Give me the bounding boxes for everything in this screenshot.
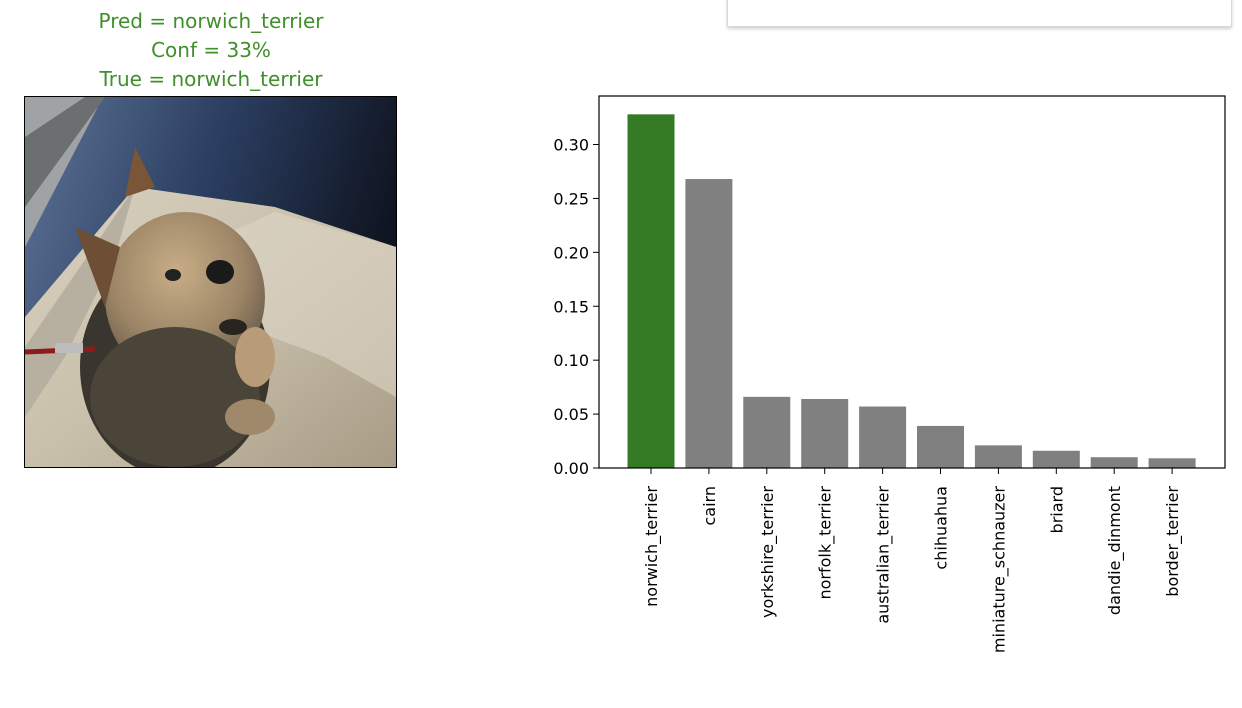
x-tick-label-norfolk_terrier: norfolk_terrier xyxy=(816,486,836,600)
x-tick-label-briard: briard xyxy=(1047,486,1066,533)
bars-layer xyxy=(627,114,1196,468)
bar-yorkshire_terrier xyxy=(743,396,791,468)
bar-briard xyxy=(1032,450,1080,468)
plot-frame xyxy=(598,95,1226,469)
y-tick-label: 0.30 xyxy=(553,136,589,155)
x-tick-label-yorkshire_terrier: yorkshire_terrier xyxy=(758,486,778,618)
y-axis: 0.00 0.05 0.10 0.15 0.20 0.25 0.30 xyxy=(553,136,599,478)
x-axis: norwich_terrier cairn yorkshire_terrier nor… xyxy=(642,468,1183,653)
x-tick-label-chihuahua: chihuahua xyxy=(932,486,951,570)
output-panel-edge xyxy=(727,0,1232,27)
dog-photo xyxy=(24,96,397,468)
y-tick-label: 0.00 xyxy=(553,459,589,478)
prediction-title: Pred = norwich_terrier Conf = 33% True =… xyxy=(0,7,422,94)
y-tick-label: 0.05 xyxy=(553,405,589,424)
dog-photo-illustration xyxy=(25,97,396,467)
bar-australian_terrier xyxy=(859,406,907,468)
y-tick-label: 0.25 xyxy=(553,189,589,208)
y-tick-label: 0.20 xyxy=(553,243,589,262)
true-line: True = norwich_terrier xyxy=(99,67,323,91)
x-tick-label-border_terrier: border_terrier xyxy=(1163,486,1183,597)
x-tick-label-cairn: cairn xyxy=(700,486,719,525)
x-tick-label-dandie_dinmont: dandie_dinmont xyxy=(1105,486,1125,615)
x-tick-label-norwich_terrier: norwich_terrier xyxy=(642,486,662,607)
bar-norwich_terrier xyxy=(627,114,675,468)
bar-norfolk_terrier xyxy=(801,398,849,468)
y-tick-label: 0.15 xyxy=(553,297,589,316)
bar-chihuahua xyxy=(917,425,964,468)
pred-line: Pred = norwich_terrier xyxy=(98,9,324,33)
confidence-line: Conf = 33% xyxy=(151,38,271,62)
y-tick-label: 0.10 xyxy=(553,351,589,370)
bar-dandie_dinmont xyxy=(1090,457,1138,468)
bar-miniature_schnauzer xyxy=(974,445,1022,468)
x-tick-label-australian_terrier: australian_terrier xyxy=(874,486,894,624)
bar-cairn xyxy=(685,179,733,468)
bar-border_terrier xyxy=(1148,458,1196,468)
x-tick-label-miniature_schnauzer: miniature_schnauzer xyxy=(989,486,1009,654)
